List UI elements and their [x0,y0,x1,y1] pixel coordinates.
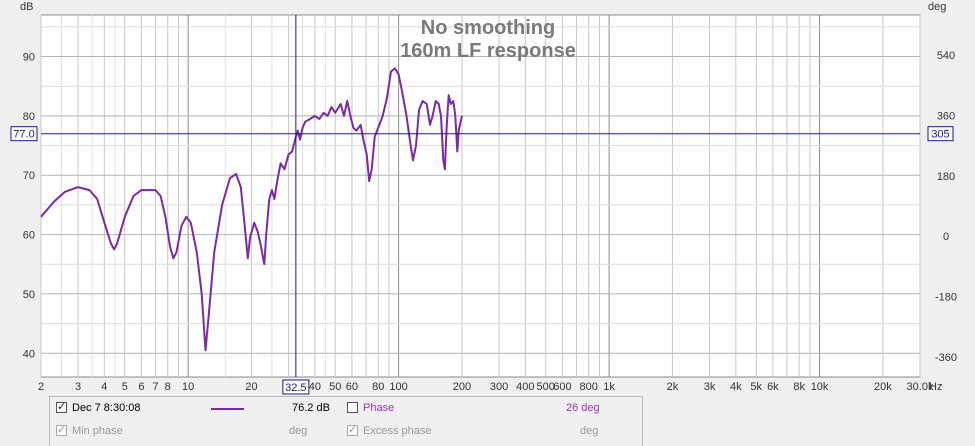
x-tick-label: 4 [101,381,107,393]
x-tick-label: 10 [182,381,194,393]
x-tick-label: 6 [138,381,144,393]
y-right-tick-label: -360 [935,352,957,364]
y-tick-label: 60 [23,230,35,242]
x-tick-label: 5k [750,381,762,393]
phase-value: 26 deg [566,402,600,414]
x-tick-label: 8k [793,381,805,393]
cursor-y-right-label: 305 [931,129,949,141]
series-line-swatch [211,408,244,410]
legend-panel: Dec 7 8:30:08 76.2 dB Phase 26 deg Min p… [49,396,643,446]
legend-row-main: Dec 7 8:30:08 76.2 dB Phase 26 deg [50,399,642,419]
x-grid [40,15,921,377]
chart-subtitle: 160m LF response [400,40,576,62]
min-phase-value: deg [289,425,308,437]
x-tick-label: 5 [122,381,128,393]
x-tick-label: 6k [767,381,779,393]
x-tick-label: 8 [165,381,171,393]
series-line [40,67,463,352]
x-tick-label: 500 [537,381,555,393]
excess-phase-checkbox[interactable] [347,423,358,436]
y-right-tick-label: -180 [935,292,957,304]
x-tick-label: 3k [704,381,716,393]
phase-checkbox[interactable] [347,402,358,413]
excess-phase-value: deg [580,425,599,437]
y-right-tick-label: 540 [937,50,955,62]
x-tick-label: 3 [75,381,81,393]
x-tick-label: 800 [580,381,598,393]
y-tick-label: 70 [23,170,35,182]
x-tick-label: 2k [667,381,679,393]
min-phase-checkbox[interactable] [56,423,67,436]
x-tick-label: 600 [553,381,571,393]
x-unit: Hz [929,381,942,393]
x-tick-label: 40 [309,381,321,393]
y-right-tick-label: 0 [943,231,949,243]
y-left-unit: dB [20,1,33,13]
y-tick-label: 80 [23,111,35,123]
series-name: Dec 7 8:30:08 [72,402,141,414]
x-tick-label: 400 [516,381,534,393]
cursor-y-label-box [10,126,38,142]
x-tick-label: 200 [453,381,471,393]
cursor-y-right-label-box [927,126,954,142]
phase-label: Phase [363,402,395,414]
plot-area[interactable] [40,14,921,378]
x-tick-label: 1k [603,381,615,393]
x-tick-label: 60 [346,381,358,393]
min-phase-label: Min phase [72,425,123,437]
x-tick-label: 20 [245,381,257,393]
x-tick-label: 2 [38,381,44,393]
x-tick-label: 100 [389,381,407,393]
x-tick-label: 7 [152,381,158,393]
cursor-x-label-box [282,379,310,395]
x-tick-label: 20k [874,381,892,393]
series-layer [40,67,463,352]
chart-title: No smoothing [421,17,555,39]
x-tick-label: 300 [490,381,508,393]
cursor-x-label: 32.5 [285,382,306,394]
series-value: 76.2 dB [292,402,330,414]
y-grid [41,26,920,354]
x-tick-label: 80 [372,381,384,393]
y-tick-label: 90 [23,52,35,64]
y-right-tick-label: 360 [937,111,955,123]
series-visible-checkbox[interactable] [56,400,67,413]
cursor-y-label: 77.0 [13,129,34,141]
x-tick-label: 30.0k [907,381,934,393]
chart-svg[interactable]: No smoothing 160m LF response 77.0 30532.… [0,0,975,396]
y-tick-label: 50 [23,289,35,301]
x-tick-label: 4k [730,381,742,393]
x-tick-label: 50 [329,381,341,393]
y-tick-label: 40 [23,348,35,360]
y-right-unit: deg [928,1,946,13]
x-tick-label: 10k [811,381,829,393]
legend-row-secondary: Min phase deg Excess phase deg [50,422,642,442]
excess-phase-label: Excess phase [363,425,432,437]
y-right-tick-label: 180 [937,171,955,183]
